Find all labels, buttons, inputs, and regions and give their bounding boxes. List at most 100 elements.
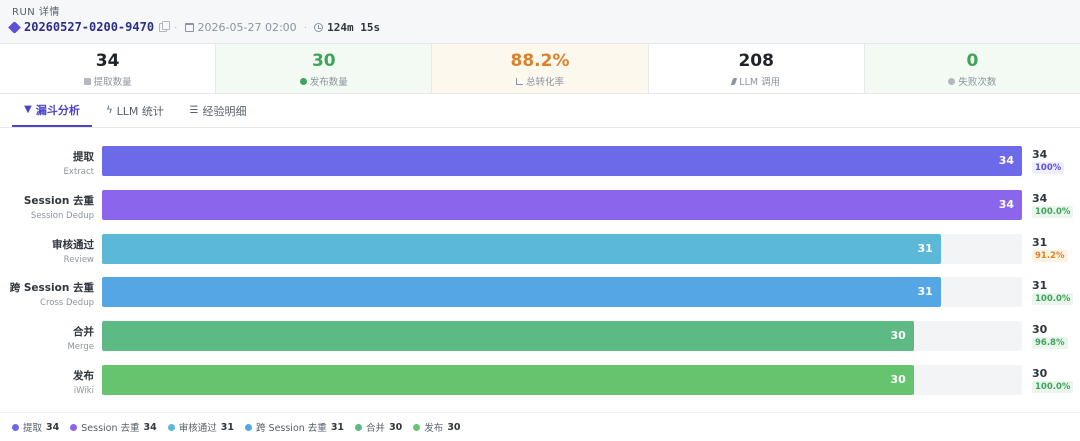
funnel-row: 发布 iWiki 30 30 100.0% xyxy=(0,365,1080,396)
stat-card-2: 30 发布数量 xyxy=(216,44,433,93)
run-duration: 124m 15s xyxy=(327,20,381,34)
legend-item: 发布 30 xyxy=(413,420,461,434)
box-icon xyxy=(83,77,91,85)
stat-label-text: 提取数量 xyxy=(93,77,132,88)
funnel-bar[interactable]: 34 xyxy=(102,189,1022,220)
funnel-stage-sub: Merge xyxy=(67,342,94,353)
funnel-track: 30 xyxy=(102,321,1022,352)
funnel-track: 30 xyxy=(102,365,1022,395)
stat-value: 30 xyxy=(311,51,336,71)
stat-value: 34 xyxy=(95,51,120,71)
funnel-stage-label: 提取 Extract xyxy=(0,146,94,177)
stat-card-5: 0 失败次数 xyxy=(864,44,1080,93)
legend-item: 提取 34 xyxy=(12,420,59,434)
tag-icon xyxy=(8,20,21,34)
run-header: RUN 详情 20260527-0200-9470 · 2026-05-27 0… xyxy=(0,0,1080,44)
funnel-stage-sub: Review xyxy=(63,254,94,265)
legend-value: 31 xyxy=(330,421,345,433)
funnel-stage-name: Session 去重 xyxy=(23,194,94,207)
legend-value: 30 xyxy=(389,421,403,433)
separator-dot: · xyxy=(174,20,178,34)
funnel-stage-sub: Extract xyxy=(63,167,94,177)
bolt-icon xyxy=(731,77,738,85)
list-icon: ☰ xyxy=(189,105,199,116)
run-datetime: 2026-05-27 02:00 xyxy=(197,20,297,34)
stat-label-text: 失败次数 xyxy=(958,77,997,88)
funnel-stage-name: 发布 xyxy=(73,370,94,382)
funnel-row: Session 去重 Session Dedup 34 34 100.0% xyxy=(0,189,1080,221)
legend-item: 审核通过 31 xyxy=(167,420,235,434)
tab-label: LLM 统计 xyxy=(116,104,164,118)
funnel-bar-value: 30 xyxy=(890,373,906,386)
funnel-track: 31 xyxy=(102,233,1022,264)
funnel-track: 34 xyxy=(102,189,1022,220)
funnel-stage-name: 跨 Session 去重 xyxy=(9,282,94,295)
funnel-row: 提取 Extract 34 34 100% xyxy=(0,146,1080,177)
clock-icon xyxy=(314,22,324,32)
funnel-stage-sub: iWiki xyxy=(73,386,94,396)
tab-label: 经验明细 xyxy=(202,104,247,118)
stat-label: 总转化率 xyxy=(432,74,647,88)
stat-label: 失败次数 xyxy=(865,74,1080,88)
funnel-stage-sub: Session Dedup xyxy=(30,210,94,221)
funnel-row: 跨 Session 去重 Cross Dedup 31 31 100.0% xyxy=(0,277,1080,308)
funnel-bar[interactable]: 34 xyxy=(102,146,1022,176)
legend-dot xyxy=(355,423,363,431)
legend-value: 30 xyxy=(447,421,461,433)
stat-card-3: 88.2% 总转化率 xyxy=(432,44,649,93)
funnel-stage-label: 审核通过 Review xyxy=(0,234,94,265)
funnel-icon: ▼ xyxy=(24,104,32,115)
legend-value: 34 xyxy=(46,421,60,433)
stat-card-1: 34 提取数量 xyxy=(0,44,217,93)
legend-dot xyxy=(413,423,421,431)
stat-label-text: LLM 调用 xyxy=(739,77,781,88)
funnel-count: 31 xyxy=(1032,279,1048,293)
stat-value: 208 xyxy=(738,51,774,71)
tab-2[interactable]: ϟ LLM 统计 xyxy=(104,94,166,127)
funnel-pct-badge: 100.0% xyxy=(1032,205,1074,218)
funnel-count: 34 xyxy=(1032,191,1048,205)
stat-label: 提取数量 xyxy=(0,74,215,88)
funnel-stage-label: 跨 Session 去重 Cross Dedup xyxy=(0,277,94,308)
funnel-pct-badge: 100.0% xyxy=(1032,381,1074,393)
legend-item: 跨 Session 去重 31 xyxy=(245,420,344,434)
funnel-track: 34 xyxy=(102,146,1022,176)
funnel-bar-value: 34 xyxy=(998,154,1014,167)
funnel-bar-value: 34 xyxy=(998,197,1014,211)
tab-bar: ▼ 漏斗分析 ϟ LLM 统计 ☰ 经验明细 xyxy=(0,94,1080,128)
run-id: 20260527-0200-9470 xyxy=(24,20,155,34)
funnel-stage-name: 提取 xyxy=(73,151,94,163)
funnel-bar-value: 31 xyxy=(917,285,933,299)
legend-name: 提取 xyxy=(23,423,43,434)
funnel-row: 合并 Merge 30 30 96.8% xyxy=(0,321,1080,353)
trend-icon xyxy=(516,77,523,85)
legend-name: Session 去重 xyxy=(81,423,140,434)
legend-name: 跨 Session 去重 xyxy=(256,423,327,434)
separator-dot: · xyxy=(303,20,308,34)
funnel-stage-name: 审核通过 xyxy=(52,238,94,251)
funnel-stage-label: Session 去重 Session Dedup xyxy=(0,190,94,221)
copy-icon[interactable] xyxy=(159,20,171,32)
funnel-bar[interactable]: 30 xyxy=(102,321,914,352)
funnel-count: 30 xyxy=(1032,367,1048,380)
legend-name: 审核通过 xyxy=(178,423,217,434)
funnel-row: 审核通过 Review 31 31 91.2% xyxy=(0,233,1080,265)
stat-label: LLM 调用 xyxy=(649,74,864,88)
legend-dot xyxy=(245,423,253,431)
alert-icon xyxy=(948,77,956,85)
funnel-bar[interactable]: 31 xyxy=(102,277,941,308)
stat-value: 88.2% xyxy=(510,51,570,71)
funnel-stage-label: 发布 iWiki xyxy=(0,365,94,396)
stat-card-4: 208 LLM 调用 xyxy=(648,44,865,93)
funnel-bar[interactable]: 31 xyxy=(102,233,941,264)
tab-1[interactable]: ▼ 漏斗分析 xyxy=(12,94,92,127)
funnel-bar[interactable]: 30 xyxy=(102,365,914,395)
funnel-count: 30 xyxy=(1032,323,1048,337)
stat-value: 0 xyxy=(966,51,979,71)
funnel-stage-name: 合并 xyxy=(73,326,94,339)
legend-value: 34 xyxy=(143,421,157,433)
run-detail-label: RUN 详情 xyxy=(12,7,60,18)
tab-3[interactable]: ☰ 经验明细 xyxy=(186,94,250,127)
legend-value: 31 xyxy=(220,421,235,433)
funnel-pct-badge: 100% xyxy=(1032,162,1065,174)
